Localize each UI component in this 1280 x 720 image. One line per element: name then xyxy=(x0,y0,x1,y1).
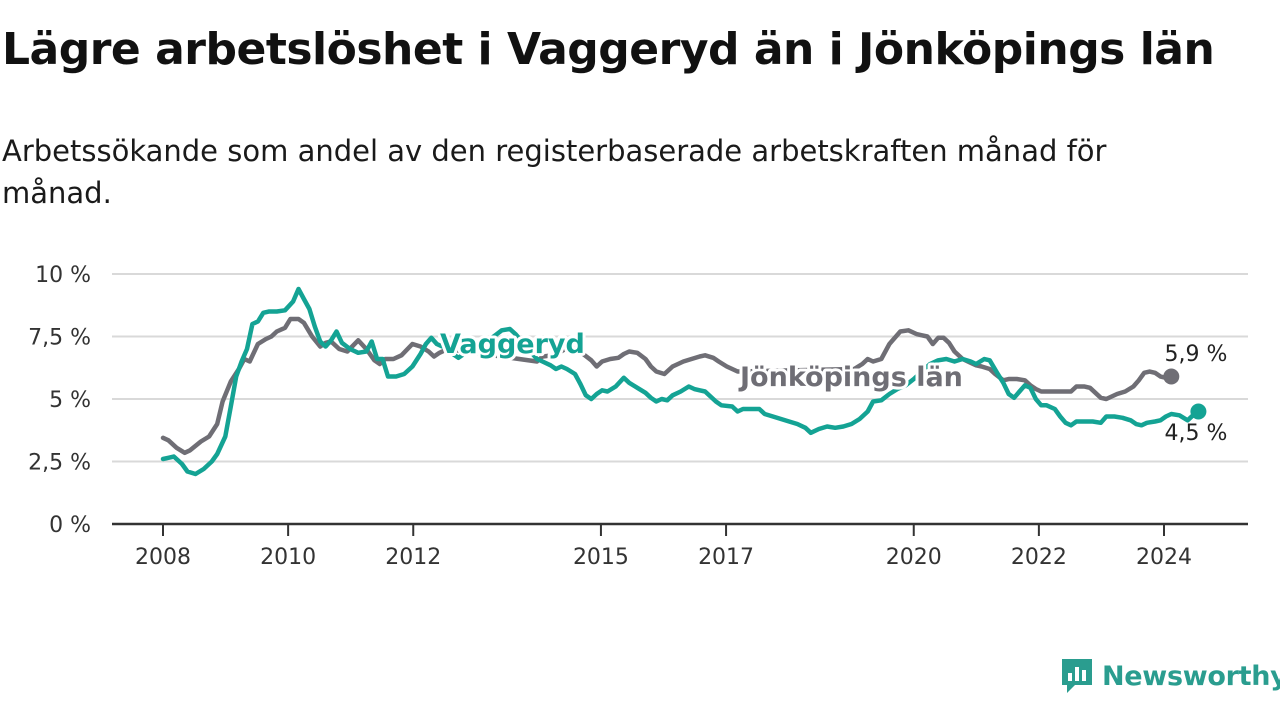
newsworthy-chart-icon xyxy=(1062,659,1092,693)
series-line-vaggeryd xyxy=(160,286,1201,477)
y-tick-label: 7,5 % xyxy=(28,326,91,351)
chart-title: Lägre arbetslöshet i Vaggeryd än i Jönkö… xyxy=(2,24,1215,75)
newsworthy-logo: Newsworthy xyxy=(1060,656,1280,696)
y-tick-label: 0 % xyxy=(49,513,91,538)
series-label-vaggeryd: Vaggeryd xyxy=(440,329,585,360)
x-tick-label: 2022 xyxy=(1011,545,1067,570)
series-label-jonkopings-lan: Jönköpings län xyxy=(738,362,963,393)
x-tick-label: 2008 xyxy=(135,545,191,570)
series-end-point xyxy=(1190,403,1207,420)
y-tick-label: 5 % xyxy=(49,388,91,413)
gridlines xyxy=(112,273,1248,526)
series-line-j-nk-pings-l-n xyxy=(160,316,1174,456)
series-labels: Jönköpings län Vaggeryd 5,9 % 4,5 % xyxy=(437,326,1228,446)
x-tick-label: 2017 xyxy=(698,545,754,570)
x-axis-tick-labels: 2008 2010 2012 2015 2017 2020 2022 2024 xyxy=(135,524,1192,570)
y-axis-tick-labels: 0 % 2,5 % 5 % 7,5 % 10 % xyxy=(28,263,91,538)
end-value-label-vaggeryd: 4,5 % xyxy=(1165,421,1228,446)
y-tick-label: 2,5 % xyxy=(28,451,91,476)
series-lines xyxy=(160,286,1207,477)
series-end-point xyxy=(1163,368,1180,385)
x-tick-label: 2012 xyxy=(385,545,441,570)
x-tick-label: 2015 xyxy=(573,545,629,570)
x-tick-label: 2010 xyxy=(260,545,316,570)
brand-name: Newsworthy xyxy=(1102,660,1280,692)
y-tick-label: 10 % xyxy=(35,263,91,288)
x-tick-label: 2024 xyxy=(1136,545,1192,570)
end-value-label-jonkopings-lan: 5,9 % xyxy=(1165,342,1228,367)
x-tick-label: 2020 xyxy=(886,545,942,570)
chart-subtitle: Arbetssökande som andel av den registerb… xyxy=(2,134,1107,210)
